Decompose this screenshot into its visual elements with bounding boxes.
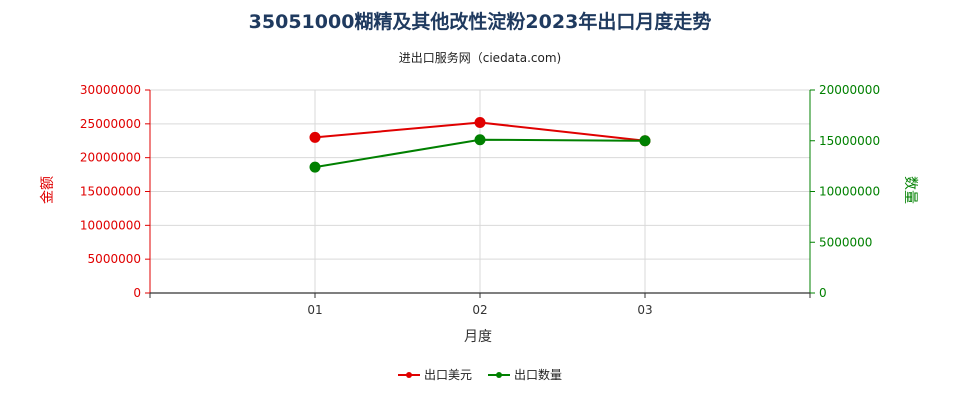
tick-labels: 0 5000000 10000000 15000000 20000000 25000000…: [80, 83, 880, 317]
legend-item-2: 出口数量: [488, 367, 562, 382]
y-axis-right-title: 数量: [902, 176, 918, 204]
y-right-tick-label: 10000000: [819, 185, 880, 199]
y-right-tick-label: 20000000: [819, 83, 880, 97]
data-point: [474, 116, 486, 128]
y-left-tick-label: 25000000: [80, 117, 141, 131]
y-left-tick-label: 10000000: [80, 218, 141, 232]
legend-marker: [406, 372, 412, 378]
x-tick-label: 02: [472, 303, 487, 317]
chart-title: 35051000糊精及其他改性淀粉2023年出口月度走势: [249, 10, 712, 33]
data-point: [474, 134, 486, 146]
y-right-tick-label: 5000000: [819, 235, 872, 249]
x-tick-label: 01: [307, 303, 322, 317]
x-axis-title: 月度: [464, 329, 492, 345]
y-right-tick-label: 15000000: [819, 134, 880, 148]
legend-label: 出口美元: [424, 368, 472, 382]
legend-marker: [496, 372, 502, 378]
data-point: [309, 131, 321, 143]
y-left-tick-label: 15000000: [80, 185, 141, 199]
legend-item-1: 出口美元: [398, 368, 472, 382]
x-tick-label: 03: [637, 303, 652, 317]
y-left-tick-label: 30000000: [80, 83, 141, 97]
chart-subtitle: 进出口服务网（ciedata.com): [399, 50, 561, 65]
y-left-tick-label: 0: [133, 286, 141, 300]
y-left-tick-label: 20000000: [80, 151, 141, 165]
y-axis-left-title: 金额: [40, 176, 56, 204]
series-2: [309, 134, 651, 173]
data-point: [309, 161, 321, 173]
y-left-tick-label: 5000000: [88, 252, 141, 266]
legend-label: 出口数量: [514, 367, 562, 382]
data-point: [639, 135, 651, 147]
legend: 出口美元 出口数量: [398, 367, 562, 382]
axes: [145, 89, 815, 298]
series: [309, 116, 651, 173]
y-right-tick-label: 0: [819, 286, 827, 300]
